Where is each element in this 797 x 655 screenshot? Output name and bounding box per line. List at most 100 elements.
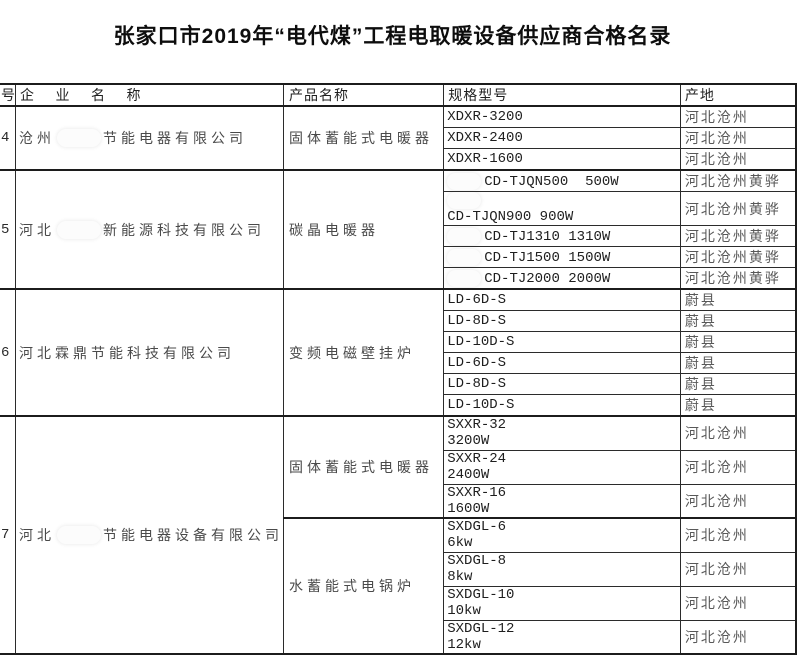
table-row: LD-10D-S 蔚县 xyxy=(0,394,797,417)
table-row: 7 河北 节能电器设备有限公司 固体蓄能式电暖器 SXXR-32 3200W 河北沧州 xyxy=(0,415,797,655)
table-row: XDXR-2400 河北沧州 xyxy=(0,127,797,149)
spec-line: 12kw xyxy=(447,636,481,653)
spec-line: CD-TJ1310 1310W xyxy=(447,227,679,245)
origin-cell: 蔚县 xyxy=(679,373,797,395)
spec-line: XDXR-2400 xyxy=(447,130,523,146)
spec-cell: XDXR-1600 xyxy=(443,148,681,171)
spec-cell: LD-8D-S xyxy=(443,310,681,332)
spec-line: SXDGL-8 xyxy=(447,553,507,569)
table-row: 5 河北 新能源科技有限公司 碳晶电暖器 CD-TJQN500 500W 河北沧州黄骅 xyxy=(0,169,797,290)
spec-line: 10kw xyxy=(447,603,481,619)
redaction-box xyxy=(447,192,482,209)
origin-cell: 河北沧州黄骅 xyxy=(679,246,797,268)
spec-line: SXXR-16 xyxy=(447,484,507,501)
origin-cell: 蔚县 xyxy=(679,331,797,353)
spec-line: LD-10D-S xyxy=(447,397,515,413)
origin-cell: 河北沧州 xyxy=(679,415,797,451)
spec-line: 1600W xyxy=(447,500,490,517)
header-num: 号 xyxy=(0,83,16,107)
row-number-cell: 5 xyxy=(0,169,16,290)
header-product: 产品名称 xyxy=(282,83,445,107)
spec-line: CD-TJQN500 500W xyxy=(447,172,679,190)
table-row: CD-TJ1500 1500W 河北沧州黄骅 xyxy=(0,246,797,268)
spec-line: LD-6D-S xyxy=(447,292,507,308)
spec-cell: CD-TJ1310 1310W xyxy=(443,225,681,247)
table-row: CD-TJ1310 1310W 河北沧州黄骅 xyxy=(0,225,797,247)
spec-line: XDXR-1600 xyxy=(447,151,523,167)
origin-cell: 蔚县 xyxy=(679,310,797,332)
company-cell: 沧州 节能电器有限公司 xyxy=(15,105,284,171)
spec-cell: SXDGL-10 10kw xyxy=(443,585,681,621)
origin-cell: 河北沧州黄骅 xyxy=(679,267,797,290)
table-row: 4 沧州 节能电器有限公司 固体蓄能式电暖器 XDXR-3200 河北沧州 xyxy=(0,105,797,171)
origin-cell: 河北沧州 xyxy=(679,619,797,655)
page-title: 张家口市2019年“电代煤”工程电取暖设备供应商合格名录 xyxy=(113,25,672,48)
spec-cell: SXXR-16 1600W xyxy=(443,483,681,519)
spec-line: 6kw xyxy=(447,535,473,552)
header-origin: 产地 xyxy=(679,83,797,107)
redaction-box xyxy=(57,220,101,239)
origin-cell: 河北沧州黄骅 xyxy=(679,225,797,247)
spec-line: CD-TJ1500 1500W xyxy=(447,248,679,266)
spec-cell: LD-6D-S xyxy=(443,288,681,311)
origin-cell: 河北沧州黄骅 xyxy=(679,191,797,226)
redaction-box xyxy=(447,227,482,245)
table-header-row: 号 企 业 名 称 产品名称 规格型号 产地 xyxy=(0,83,797,107)
origin-cell: 河北沧州 xyxy=(679,148,797,171)
origin-cell: 河北沧州 xyxy=(679,517,797,553)
spec-cell: CD-TJ2000 2000W xyxy=(443,267,681,290)
spec-line: SXDGL-6 xyxy=(447,519,507,536)
header-spec: 规格型号 xyxy=(443,83,681,107)
spec-cell: CD-TJQN900 900W xyxy=(443,191,681,226)
product-cell: 固体蓄能式电暖器 xyxy=(282,105,445,171)
origin-cell: 河北沧州 xyxy=(679,449,797,485)
spec-line: XDXR-3200 xyxy=(447,109,523,125)
redaction-box xyxy=(57,129,101,147)
suppliers-table: 号 企 业 名 称 产品名称 规格型号 产地 4 沧州 节能电器有限公司 固体蓄能式电… xyxy=(0,83,797,655)
spec-cell: SXDGL-8 8kw xyxy=(443,551,681,587)
redaction-box xyxy=(447,172,482,190)
company-cell: 河北 节能电器设备有限公司 xyxy=(15,415,284,655)
row-number-cell: 7 xyxy=(0,415,16,655)
origin-cell: 河北沧州 xyxy=(679,105,797,128)
origin-cell: 河北沧州 xyxy=(679,585,797,621)
spec-cell: LD-10D-S xyxy=(443,394,681,417)
origin-cell: 蔚县 xyxy=(679,352,797,374)
origin-cell: 河北沧州黄骅 xyxy=(679,169,797,192)
spec-cell: LD-6D-S xyxy=(443,352,681,374)
spec-line: 3200W xyxy=(447,433,490,450)
spec-cell: CD-TJQN500 500W xyxy=(443,169,681,192)
spec-line: CD-TJQN900 900W xyxy=(447,209,574,225)
origin-cell: 河北沧州 xyxy=(679,127,797,149)
company-cell: 河北霖鼎节能科技有限公司 xyxy=(15,288,284,417)
spec-cell: XDXR-3200 xyxy=(443,105,681,128)
spec-cell: SXDGL-12 12kw xyxy=(443,619,681,655)
product-cell: 固体蓄能式电暖器 xyxy=(282,415,445,519)
spec-line xyxy=(447,192,679,209)
spec-cell: LD-8D-S xyxy=(443,373,681,395)
spec-cell: SXDGL-6 6kw xyxy=(443,517,681,553)
origin-cell: 河北沧州 xyxy=(679,483,797,519)
product-cell: 碳晶电暖器 xyxy=(282,169,445,290)
spec-line: LD-6D-S xyxy=(447,355,507,371)
table-row: LD-8D-S 蔚县 xyxy=(0,310,797,332)
product-cell: 变频电磁壁挂炉 xyxy=(282,288,445,417)
row-number-cell: 4 xyxy=(0,105,16,171)
header-company: 企 业 名 称 xyxy=(15,83,284,107)
spec-line: LD-8D-S xyxy=(447,313,507,329)
company-cell: 河北 新能源科技有限公司 xyxy=(15,169,284,290)
origin-cell: 蔚县 xyxy=(679,394,797,417)
origin-cell: 蔚县 xyxy=(679,288,797,311)
redaction-box xyxy=(447,248,482,266)
spec-cell: SXXR-32 3200W xyxy=(443,415,681,451)
spec-cell: LD-10D-S xyxy=(443,331,681,353)
spec-line: 2400W xyxy=(447,467,490,483)
spec-line: SXDGL-12 xyxy=(447,620,515,637)
product-cell: 水蓄能式电锅炉 xyxy=(282,517,445,655)
redaction-box xyxy=(447,269,482,287)
document-page: 张家口市2019年“电代煤”工程电取暖设备供应商合格名录 号 企 业 名 称 产… xyxy=(0,20,797,655)
spec-cell: XDXR-2400 xyxy=(443,127,681,149)
redaction-box xyxy=(57,526,101,544)
table-row: LD-6D-S 蔚县 xyxy=(0,352,797,374)
spec-line: SXXR-32 xyxy=(447,417,507,434)
